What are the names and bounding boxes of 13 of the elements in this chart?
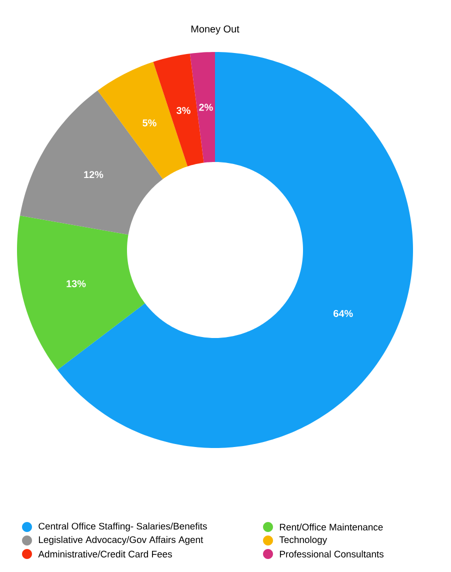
data-label: 3% [176, 106, 190, 114]
chart-title: Money Out [191, 25, 240, 34]
data-label: 12% [84, 171, 104, 178]
legend-label: Legislative Advocacy/Gov Affairs Agent [38, 536, 204, 545]
legend-label: Technology [279, 536, 328, 545]
data-label: 2% [199, 104, 213, 111]
legend-label: Rent/Office Maintenance [280, 524, 383, 530]
data-label: 5% [142, 119, 156, 126]
legend-label: Central Office Staffing- Salaries/Benefits [38, 522, 207, 532]
legend-label: Professional Consultants [280, 550, 384, 558]
data-label: 13% [66, 280, 86, 288]
data-label: 64% [334, 310, 353, 318]
legend-label: Administrative/Credit Card Fees [38, 550, 172, 558]
